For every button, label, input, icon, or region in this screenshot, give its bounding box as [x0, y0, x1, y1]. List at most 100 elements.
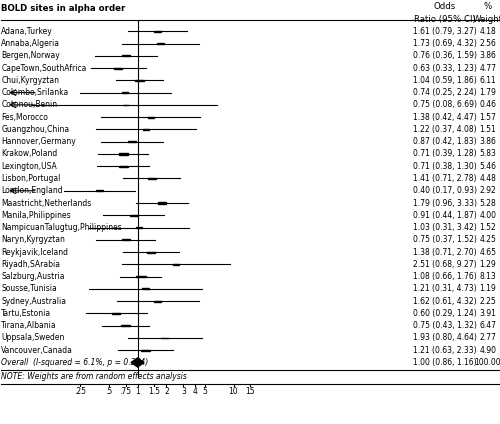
Bar [135, 80, 143, 81]
Text: .5: .5 [105, 387, 112, 396]
Text: 4.65: 4.65 [479, 248, 496, 257]
Bar [142, 288, 148, 289]
Text: Sydney,Australia: Sydney,Australia [2, 297, 66, 306]
Text: 5.28: 5.28 [480, 198, 496, 207]
Text: 4.90: 4.90 [479, 346, 496, 355]
Text: 1.08 (0.66, 1.76): 1.08 (0.66, 1.76) [412, 272, 476, 281]
Text: 2: 2 [164, 387, 169, 396]
Bar [148, 178, 156, 179]
Text: Riyadh,SArabia: Riyadh,SArabia [2, 260, 60, 269]
Text: 6.47: 6.47 [479, 321, 496, 330]
Text: 4.77: 4.77 [479, 64, 496, 73]
Text: Lexington,USA: Lexington,USA [2, 162, 57, 171]
Text: 0.63 (0.33, 1.23): 0.63 (0.33, 1.23) [412, 64, 476, 73]
Text: 1.79 (0.96, 3.33): 1.79 (0.96, 3.33) [412, 198, 476, 207]
Bar [142, 350, 150, 351]
Text: Colombo,Srilanka: Colombo,Srilanka [2, 88, 68, 97]
Polygon shape [132, 358, 144, 367]
Bar [122, 104, 128, 105]
Bar [136, 276, 145, 277]
Text: Hannover,Germany: Hannover,Germany [2, 137, 76, 146]
Text: 1.41 (0.71, 2.78): 1.41 (0.71, 2.78) [413, 174, 476, 183]
Text: 1.5: 1.5 [148, 387, 160, 396]
Text: 1.62 (0.61, 4.32): 1.62 (0.61, 4.32) [412, 297, 476, 306]
Text: Annaba,Algeria: Annaba,Algeria [2, 39, 60, 48]
Text: 1.57: 1.57 [479, 113, 496, 122]
Text: .75: .75 [120, 387, 132, 396]
Text: Reykjavik,Iceland: Reykjavik,Iceland [2, 248, 68, 257]
Text: Bergen,Norway: Bergen,Norway [2, 51, 60, 60]
Text: 0.87 (0.42, 1.83): 0.87 (0.42, 1.83) [412, 137, 476, 146]
Text: Sousse,Tunisia: Sousse,Tunisia [2, 285, 57, 293]
Bar [96, 190, 103, 191]
Text: 8.13: 8.13 [480, 272, 496, 281]
Text: 1.79: 1.79 [479, 88, 496, 97]
Text: Salzburg,Austria: Salzburg,Austria [2, 272, 65, 281]
Text: 1: 1 [135, 387, 140, 396]
Text: Vancouver,Canada: Vancouver,Canada [2, 346, 74, 355]
Text: Tirana,Albania: Tirana,Albania [2, 321, 57, 330]
Text: Weight: Weight [472, 15, 500, 24]
Text: Odds: Odds [434, 2, 456, 11]
Text: 1.73 (0.69, 4.32): 1.73 (0.69, 4.32) [412, 39, 476, 48]
Text: 5: 5 [202, 387, 207, 396]
Text: 15: 15 [246, 387, 255, 396]
Bar [147, 251, 155, 253]
Text: Overall  (I-squared = 6.1%, p = 0.374): Overall (I-squared = 6.1%, p = 0.374) [2, 358, 148, 367]
Text: 4: 4 [193, 387, 198, 396]
Text: 6.11: 6.11 [480, 76, 496, 85]
Text: 3: 3 [181, 387, 186, 396]
Bar [119, 166, 128, 167]
Text: 4.18: 4.18 [480, 27, 496, 36]
Bar [154, 31, 162, 32]
Text: 2.51 (0.68, 9.27): 2.51 (0.68, 9.27) [412, 260, 476, 269]
Text: Tartu,Estonia: Tartu,Estonia [2, 309, 51, 318]
Text: 1.93 (0.80, 4.64): 1.93 (0.80, 4.64) [412, 333, 476, 343]
Bar [122, 55, 130, 56]
Text: Guangzhou,China: Guangzhou,China [2, 125, 70, 134]
Text: 2.92: 2.92 [480, 186, 496, 195]
Text: 3.91: 3.91 [479, 309, 496, 318]
Text: .25: .25 [74, 387, 86, 396]
Text: 3.86: 3.86 [479, 137, 496, 146]
Text: Naryn,Kyrgyztan: Naryn,Kyrgyztan [2, 235, 66, 244]
Text: Krakow,Poland: Krakow,Poland [2, 149, 58, 159]
Text: 1.21 (0.63, 2.33): 1.21 (0.63, 2.33) [412, 346, 476, 355]
Text: 1.38 (0.42, 4.47): 1.38 (0.42, 4.47) [412, 113, 476, 122]
Text: %: % [484, 2, 492, 11]
Bar [112, 313, 120, 314]
Text: 1.61 (0.79, 3.27): 1.61 (0.79, 3.27) [412, 27, 476, 36]
Text: Maastricht,Netherlands: Maastricht,Netherlands [2, 198, 92, 207]
Text: NampicuanTalugtug,Philippines: NampicuanTalugtug,Philippines [2, 223, 122, 232]
Text: 4.00: 4.00 [479, 211, 496, 220]
Text: 0.71 (0.38, 1.30): 0.71 (0.38, 1.30) [412, 162, 476, 171]
Bar [122, 239, 130, 240]
Text: Uppsala,Sweden: Uppsala,Sweden [2, 333, 65, 343]
Bar [142, 129, 149, 130]
Bar [119, 153, 128, 154]
Text: 1.38 (0.71, 2.70): 1.38 (0.71, 2.70) [412, 248, 476, 257]
Bar [172, 264, 179, 265]
Text: Ratio (95% CI): Ratio (95% CI) [414, 15, 476, 24]
Text: 0.71 (0.39, 1.28): 0.71 (0.39, 1.28) [412, 149, 476, 159]
Text: Adana,Turkey: Adana,Turkey [2, 27, 53, 36]
Text: BOLD sites in alpha order: BOLD sites in alpha order [2, 5, 126, 14]
Text: 0.74 (0.25, 2.24): 0.74 (0.25, 2.24) [412, 88, 476, 97]
Text: Manila,Philippines: Manila,Philippines [2, 211, 71, 220]
Text: 4.25: 4.25 [479, 235, 496, 244]
Text: 0.60 (0.29, 1.24): 0.60 (0.29, 1.24) [412, 309, 476, 318]
Text: 1.51: 1.51 [480, 125, 496, 134]
Text: 10: 10 [228, 387, 238, 396]
Bar [121, 325, 130, 326]
Text: 0.75 (0.43, 1.32): 0.75 (0.43, 1.32) [412, 321, 476, 330]
Text: 1.00 (0.86, 1.16): 1.00 (0.86, 1.16) [412, 358, 476, 367]
Bar [114, 67, 122, 69]
Text: 3.86: 3.86 [479, 51, 496, 60]
Bar [122, 92, 128, 93]
Text: Lisbon,Portugal: Lisbon,Portugal [2, 174, 61, 183]
Text: 0.75 (0.37, 1.52): 0.75 (0.37, 1.52) [412, 235, 476, 244]
Text: 4.48: 4.48 [479, 174, 496, 183]
Text: 100.00: 100.00 [474, 358, 500, 367]
Text: NOTE: Weights are from random effects analysis: NOTE: Weights are from random effects an… [2, 372, 188, 381]
Bar [128, 141, 136, 142]
